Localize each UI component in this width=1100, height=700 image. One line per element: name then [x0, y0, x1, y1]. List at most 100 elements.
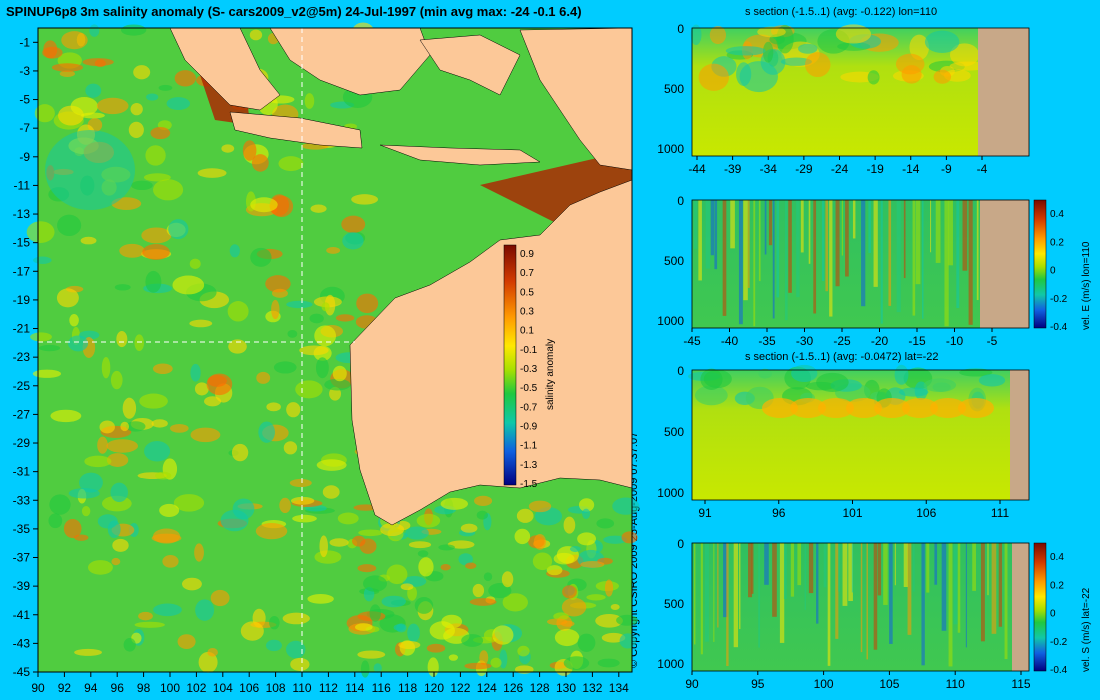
section-feature — [924, 30, 960, 54]
section-feature — [690, 24, 702, 46]
section-4-features — [694, 543, 1008, 667]
velocity-stripe — [930, 200, 932, 253]
section-2-x-tick-label: -25 — [833, 334, 851, 348]
eddy-mark — [314, 325, 336, 347]
velocity-stripe — [848, 543, 853, 602]
eddy-mark — [577, 633, 596, 652]
eddy-mark — [460, 523, 478, 533]
eddy-mark — [250, 197, 278, 213]
eddy-mark — [99, 420, 115, 434]
map-y-tick-label: -23 — [13, 350, 31, 364]
section-4-field — [692, 543, 1029, 671]
velocity-stripe — [926, 543, 930, 593]
section-3-x-ticks: 91 96 101 106 111 — [698, 500, 1009, 520]
eddy-mark — [189, 258, 201, 270]
map-colorbar-label: salinity anomaly — [545, 339, 556, 410]
eddy-mark — [479, 650, 489, 665]
java-land — [229, 111, 363, 149]
section-3-x-tick-label: 96 — [772, 506, 786, 520]
map-x-tick-label: 134 — [609, 681, 629, 695]
eddy-mark — [307, 594, 334, 604]
eddy-mark — [287, 330, 298, 338]
eddy-mark — [173, 494, 205, 512]
section-feature — [909, 34, 929, 61]
section-2-x-tick-label: -40 — [721, 334, 739, 348]
eddy-mark — [329, 538, 349, 547]
velocity-stripe — [948, 200, 953, 266]
map-colorbar-tick: 0.3 — [520, 307, 534, 318]
map-eddies — [26, 22, 640, 678]
eddy-mark — [206, 373, 233, 396]
map-x-tick-label: 116 — [372, 681, 391, 695]
eddy-mark — [153, 179, 184, 201]
velocity-stripe — [738, 200, 743, 325]
eddy-mark — [465, 562, 477, 569]
eddy-mark — [128, 121, 144, 138]
section-feature — [949, 61, 988, 71]
velocity-stripe — [700, 543, 703, 655]
eddy-mark — [120, 24, 147, 36]
section-1-panel: -44 -39 -34 -29 -24 -19 -14 -9 -4 0 500 1000 — [657, 22, 1030, 176]
eddy-mark — [337, 512, 359, 525]
eddy-mark — [441, 614, 463, 629]
map-y-tick-label: -33 — [13, 493, 31, 507]
section-1-y-tick-label: 500 — [664, 82, 684, 96]
section-1-x-tick-label: -24 — [831, 162, 849, 176]
eddy-mark — [490, 657, 502, 668]
section-3-x-tick-label: 91 — [698, 506, 712, 520]
velocity-stripe — [772, 543, 777, 617]
section-feature — [698, 63, 729, 91]
map-y-tick-label: -27 — [13, 407, 31, 421]
section-2-colorbar-ticks: 0.4 0.2 0 -0.2 -0.4 — [1050, 209, 1068, 333]
eddy-mark — [198, 651, 218, 673]
section-feature — [898, 387, 929, 397]
section-2-land — [980, 200, 1029, 328]
eddy-mark — [265, 639, 282, 652]
velocity-stripe — [808, 543, 814, 594]
eddy-mark — [96, 97, 129, 115]
velocity-stripe — [880, 200, 883, 324]
eddy-mark — [145, 270, 162, 293]
velocity-stripe — [953, 543, 958, 625]
eddy-mark — [172, 275, 205, 295]
section-feature — [949, 43, 980, 67]
eddy-mark — [70, 97, 98, 116]
velocity-stripe — [784, 200, 788, 321]
map-x-tick-label: 94 — [84, 681, 98, 695]
section-3-title: s section (-1.5..1) (avg: -0.0472) lat=-… — [745, 351, 939, 363]
eddy-mark — [153, 603, 182, 617]
map-x-tick-label: 128 — [530, 681, 550, 695]
velocity-stripe — [903, 200, 906, 279]
eddy-mark — [57, 214, 82, 237]
eddy-mark — [290, 496, 315, 505]
section-4-y-ticks: 0 500 1000 — [657, 537, 684, 671]
section-2-y-ticks: 0 500 1000 — [657, 194, 684, 328]
velocity-stripe — [935, 200, 941, 263]
eddy-mark — [106, 453, 129, 467]
section-1-features — [690, 24, 988, 93]
eddy-mark — [610, 603, 620, 610]
eddy-mark — [131, 180, 153, 191]
eddy-mark — [130, 102, 143, 116]
eddy-mark — [256, 371, 271, 384]
eddy-mark — [582, 508, 591, 519]
eddy-mark — [604, 579, 614, 597]
eddy-mark — [488, 583, 512, 599]
section-feature — [933, 69, 952, 84]
section-feature — [978, 374, 1006, 387]
velocity-stripe — [705, 200, 711, 269]
section-4-colorbar-ticks: 0.4 0.2 0 -0.2 -0.4 — [1050, 552, 1068, 676]
velocity-stripe — [991, 543, 997, 634]
section-1-y-ticks: 0 500 1000 — [657, 22, 684, 156]
eddy-mark — [134, 621, 165, 628]
velocity-stripe — [748, 543, 753, 598]
map-y-tick-label: -25 — [13, 379, 31, 393]
map-y-tick-label: -9 — [19, 150, 30, 164]
eddy-mark — [282, 612, 310, 625]
eddy-mark — [68, 488, 100, 499]
velocity-stripe — [907, 543, 912, 635]
eddy-mark — [33, 256, 52, 264]
map-colorbar-tick: 0.9 — [520, 249, 534, 260]
section-feature — [835, 24, 872, 44]
section-3-features — [688, 364, 1006, 418]
